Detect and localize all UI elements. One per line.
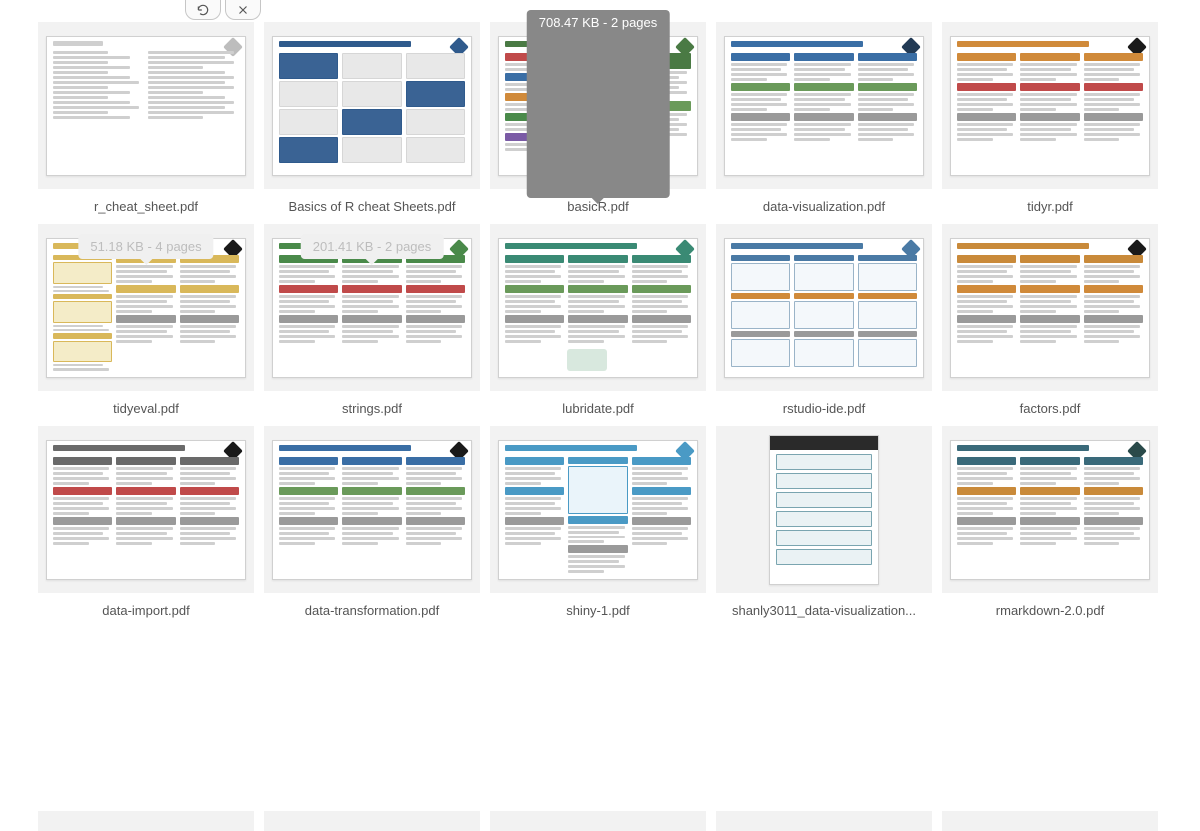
thumbnail[interactable] bbox=[264, 22, 480, 189]
file-cell[interactable]: data-transformation.pdf bbox=[264, 426, 480, 618]
toolbar bbox=[185, 0, 261, 20]
close-icon bbox=[236, 3, 250, 17]
file-cell[interactable]: data-visualization.pdf bbox=[716, 22, 932, 214]
thumbnail[interactable] bbox=[942, 426, 1158, 593]
file-cell[interactable]: tidyeval.pdf 51.18 KB - 4 pages bbox=[38, 224, 254, 416]
size-tooltip: 708.47 KB - 2 pages bbox=[527, 10, 670, 198]
file-grid-viewport: r_cheat_sheet.pdf Basics of R cheat Sheet… bbox=[0, 0, 1200, 831]
file-cell[interactable] bbox=[942, 811, 1158, 831]
thumbnail[interactable] bbox=[490, 426, 706, 593]
refresh-icon bbox=[196, 3, 210, 17]
refresh-button[interactable] bbox=[185, 0, 221, 20]
thumbnail[interactable] bbox=[942, 22, 1158, 189]
file-cell[interactable] bbox=[264, 811, 480, 831]
file-cell[interactable]: shanly3011_data-visualization... bbox=[716, 426, 932, 618]
file-name-label: tidyeval.pdf bbox=[38, 401, 254, 416]
file-name-label: Basics of R cheat Sheets.pdf bbox=[264, 199, 480, 214]
thumbnail[interactable] bbox=[490, 811, 706, 831]
file-name-label: rmarkdown-2.0.pdf bbox=[942, 603, 1158, 618]
file-cell[interactable]: strings.pdf 201.41 KB - 2 pages bbox=[264, 224, 480, 416]
thumbnail[interactable] bbox=[716, 426, 932, 593]
file-cell[interactable]: basicR.pdf708.47 KB - 2 pages bbox=[490, 22, 706, 214]
file-name-label: shiny-1.pdf bbox=[490, 603, 706, 618]
thumbnail[interactable] bbox=[942, 224, 1158, 391]
file-cell[interactable]: rmarkdown-2.0.pdf bbox=[942, 426, 1158, 618]
file-cell[interactable] bbox=[490, 811, 706, 831]
file-name-label: tidyr.pdf bbox=[942, 199, 1158, 214]
file-cell[interactable]: data-import.pdf bbox=[38, 426, 254, 618]
file-name-label: shanly3011_data-visualization... bbox=[716, 603, 932, 618]
thumbnail[interactable] bbox=[38, 22, 254, 189]
file-cell[interactable]: r_cheat_sheet.pdf bbox=[38, 22, 254, 214]
thumbnail[interactable] bbox=[38, 426, 254, 593]
thumbnail[interactable] bbox=[716, 224, 932, 391]
file-name-label: data-import.pdf bbox=[38, 603, 254, 618]
file-cell[interactable] bbox=[38, 811, 254, 831]
thumbnail[interactable] bbox=[942, 811, 1158, 831]
file-name-label: r_cheat_sheet.pdf bbox=[38, 199, 254, 214]
size-tooltip-faded: 51.18 KB - 4 pages bbox=[78, 234, 213, 259]
close-button[interactable] bbox=[225, 0, 261, 20]
file-name-label: data-visualization.pdf bbox=[716, 199, 932, 214]
file-cell[interactable]: lubridate.pdf bbox=[490, 224, 706, 416]
file-cell[interactable]: tidyr.pdf bbox=[942, 22, 1158, 214]
thumbnail[interactable] bbox=[716, 811, 932, 831]
thumbnail-row-partial bbox=[38, 811, 1188, 831]
file-name-label: data-transformation.pdf bbox=[264, 603, 480, 618]
size-tooltip-faded: 201.41 KB - 2 pages bbox=[301, 234, 444, 259]
file-name-label: lubridate.pdf bbox=[490, 401, 706, 416]
file-cell[interactable]: factors.pdf bbox=[942, 224, 1158, 416]
thumbnail[interactable] bbox=[38, 811, 254, 831]
file-name-label: strings.pdf bbox=[264, 401, 480, 416]
file-name-label: factors.pdf bbox=[942, 401, 1158, 416]
file-name-label: rstudio-ide.pdf bbox=[716, 401, 932, 416]
file-cell[interactable]: Basics of R cheat Sheets.pdf bbox=[264, 22, 480, 214]
thumbnail[interactable] bbox=[490, 224, 706, 391]
file-cell[interactable]: shiny-1.pdf bbox=[490, 426, 706, 618]
thumbnail[interactable] bbox=[716, 22, 932, 189]
thumbnail[interactable] bbox=[264, 811, 480, 831]
thumbnail-grid: r_cheat_sheet.pdf Basics of R cheat Sheet… bbox=[38, 22, 1188, 618]
file-cell[interactable] bbox=[716, 811, 932, 831]
thumbnail[interactable] bbox=[264, 426, 480, 593]
file-cell[interactable]: rstudio-ide.pdf bbox=[716, 224, 932, 416]
